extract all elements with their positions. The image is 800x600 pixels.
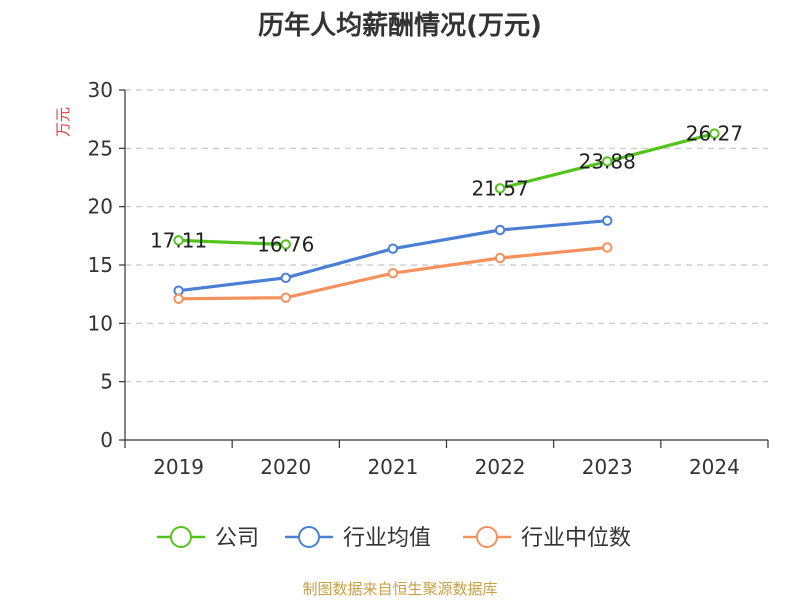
data-point: [602, 215, 613, 226]
data-label: 16.76: [257, 232, 314, 256]
data-label: 17.11: [150, 228, 207, 252]
source-note: 制图数据来自恒生聚源数据库: [302, 580, 497, 598]
data-point: [602, 156, 613, 167]
series-line: [176, 238, 288, 247]
legend: 公司 行业均值 行业中位数: [157, 526, 631, 551]
legend-marker: [298, 526, 320, 548]
data-point: [280, 292, 291, 303]
chart-title: 历年人均薪酬情况(万元): [258, 10, 542, 41]
x-tick-label: 2023: [582, 455, 633, 479]
data-labels: 17.11 16.76 21.57 23.88 26.27: [150, 122, 743, 257]
data-point: [280, 272, 291, 284]
y-tick-label: 25: [88, 136, 113, 160]
data-point: [494, 252, 506, 264]
data-label: 23.88: [579, 149, 636, 173]
legend-label: 行业均值: [343, 526, 431, 551]
y-tick-label: 5: [100, 370, 113, 394]
y-tick-label: 0: [100, 428, 113, 452]
grid-lines: [125, 89, 768, 383]
legend-label: 行业中位数: [521, 526, 631, 551]
y-tick-label: 20: [88, 195, 113, 219]
legend-item: 行业均值: [285, 526, 431, 551]
series-line: [176, 219, 609, 293]
data-point: [709, 128, 720, 139]
data-point: [387, 243, 399, 254]
data-label: 26.27: [686, 122, 743, 146]
x-tick-label: 2021: [367, 455, 418, 479]
data-point: [602, 242, 613, 253]
data-label: 21.57: [471, 176, 528, 200]
y-tick-label: 10: [88, 311, 113, 335]
series-layer: [173, 128, 720, 305]
data-point: [494, 183, 506, 194]
series-1: [173, 128, 720, 250]
legend-item: 行业中位数: [463, 526, 631, 551]
data-point: [173, 285, 184, 296]
series-2: [173, 215, 613, 296]
x-tick-label: 2022: [475, 455, 526, 479]
y-axis-label: 万元: [54, 107, 72, 137]
x-tick-label: 2024: [689, 455, 740, 479]
data-point: [173, 293, 184, 305]
data-point: [280, 239, 291, 250]
data-point: [494, 224, 506, 236]
axes: 0 5 10 15 20 25 30 2019 2020 2021 2022 2023 2024: [88, 78, 769, 479]
y-tick-label: 30: [88, 78, 113, 102]
data-point: [387, 267, 399, 279]
x-tick-label: 2019: [153, 455, 204, 479]
legend-marker: [170, 526, 192, 548]
legend-item: 公司: [157, 526, 259, 551]
data-point: [173, 235, 184, 246]
legend-label: 公司: [215, 526, 259, 551]
y-tick-label: 15: [88, 253, 113, 277]
x-tick-label: 2020: [260, 455, 311, 479]
series-3: [173, 242, 613, 305]
legend-marker: [476, 526, 498, 548]
